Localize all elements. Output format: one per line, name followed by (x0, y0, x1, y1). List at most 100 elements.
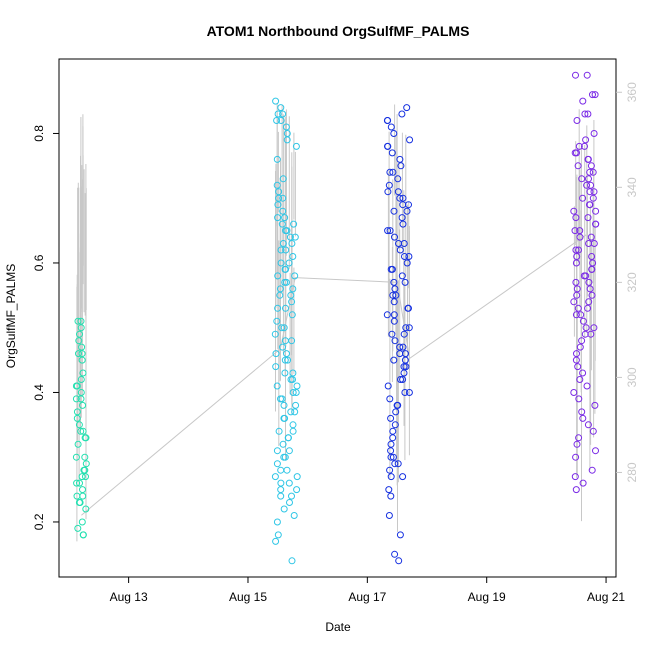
data-point (82, 460, 90, 468)
data-point (288, 557, 296, 565)
data-point (572, 71, 579, 79)
data-point (588, 253, 596, 260)
data-point (77, 317, 85, 325)
data-point (292, 401, 300, 409)
data-point (396, 343, 404, 351)
data-point (405, 253, 413, 260)
data-point (279, 175, 287, 183)
data-point (389, 453, 397, 461)
data-point (589, 427, 597, 435)
data-point (571, 473, 579, 481)
data-point (386, 466, 394, 474)
data-point (588, 466, 596, 474)
data-point (393, 401, 401, 409)
data-point (592, 220, 600, 228)
data-point (406, 136, 414, 144)
data-point (384, 188, 392, 196)
data-point (398, 110, 406, 118)
data-point (75, 499, 83, 506)
data-point (396, 350, 404, 358)
data-point (282, 265, 290, 273)
data-point (283, 136, 291, 144)
data-point (81, 434, 89, 442)
data-point (287, 291, 295, 299)
data-point (399, 220, 407, 228)
data-point (281, 369, 289, 377)
data-point (581, 110, 589, 118)
data-point (273, 155, 281, 163)
data-point (405, 389, 413, 396)
data-point (573, 440, 581, 448)
data-point (387, 453, 395, 461)
data-point (285, 479, 293, 487)
x-axis-label: Date (325, 620, 351, 634)
data-point (271, 330, 279, 338)
data-point (576, 233, 584, 241)
data-point (289, 427, 297, 435)
data-point (579, 97, 587, 105)
data-point (293, 382, 301, 390)
data-point (399, 376, 407, 383)
x-tick-label: Aug 19 (468, 590, 506, 604)
data-point (391, 421, 399, 429)
data-point (570, 389, 578, 396)
data-point (573, 149, 580, 157)
data-point (75, 337, 83, 345)
data-point (274, 214, 282, 222)
data-point (390, 130, 398, 137)
data-point (81, 453, 89, 461)
data-point (273, 181, 281, 189)
data-point (590, 324, 598, 332)
data-point (576, 343, 584, 351)
data-point (280, 414, 288, 422)
data-point (391, 337, 399, 345)
data-point (72, 382, 80, 390)
data-point (588, 291, 596, 299)
data-point (581, 142, 588, 150)
data-point (78, 473, 86, 481)
data-point (576, 376, 584, 383)
data-point (78, 518, 86, 526)
data-point (389, 434, 397, 442)
data-point (587, 330, 595, 338)
data-point (396, 194, 404, 202)
data-point (277, 104, 285, 112)
y2-tick-label: 340 (625, 177, 639, 197)
data-point (75, 421, 83, 429)
x-tick-label: Aug 13 (110, 590, 148, 604)
data-point (592, 447, 599, 455)
data-point (82, 505, 90, 513)
data-point (291, 233, 299, 241)
data-point (572, 246, 580, 254)
data-point (572, 356, 580, 364)
data-point (277, 486, 285, 494)
data-point (289, 253, 297, 260)
data-point (401, 253, 408, 260)
data-point (586, 285, 594, 293)
data-point (582, 136, 590, 144)
data-point (279, 207, 287, 215)
data-point (578, 175, 586, 183)
data-point (384, 382, 392, 390)
chart-title: ATOM1 Northbound OrgSulfMF_PALMS (207, 23, 470, 39)
data-point (392, 408, 400, 416)
data-point (591, 401, 599, 409)
data-point (82, 473, 89, 481)
data-point (582, 272, 590, 280)
data-point (400, 369, 408, 377)
data-point (388, 330, 396, 338)
data-point (288, 311, 296, 319)
data-point (400, 240, 408, 247)
data-point (588, 265, 596, 273)
data-point (584, 110, 592, 118)
data-point (386, 395, 394, 403)
data-point (579, 369, 587, 377)
data-point (289, 421, 297, 429)
data-point (271, 473, 279, 481)
data-point (391, 285, 399, 293)
data-point (395, 557, 403, 565)
data-point (287, 408, 295, 416)
data-point (396, 531, 404, 539)
data-point (387, 473, 395, 481)
data-point (572, 214, 580, 222)
